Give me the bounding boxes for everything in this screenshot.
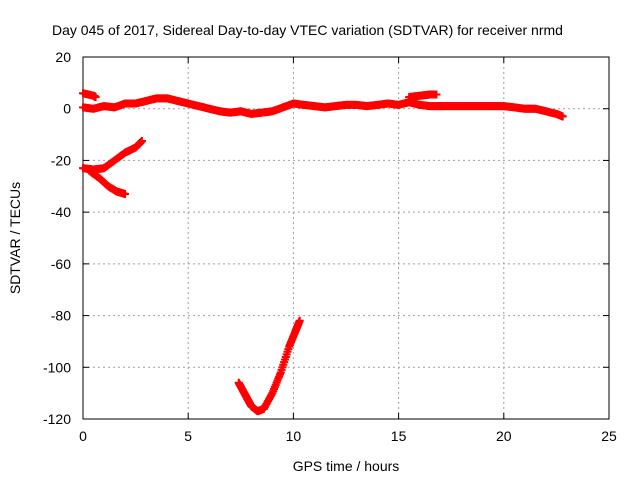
y-tick-label: 20 [55, 49, 71, 65]
series-late-high [405, 90, 441, 102]
y-tick-label: -40 [51, 204, 71, 220]
data-point [137, 137, 146, 146]
plot-frame [82, 56, 610, 420]
x-tick-label: 5 [184, 428, 192, 444]
series-trail-up [79, 137, 146, 174]
x-tick-label: 20 [496, 428, 512, 444]
x-tick-label: 25 [601, 428, 617, 444]
series-main-track [79, 94, 567, 121]
x-tick-label: 0 [79, 428, 87, 444]
x-axis-label: GPS time / hours [293, 458, 400, 474]
data-point [295, 316, 304, 325]
y-tick-label: -80 [51, 308, 71, 324]
x-tick-label: 15 [391, 428, 407, 444]
y-axis-label: SDTVAR / TECUs [7, 182, 23, 294]
series-start-high [79, 89, 100, 102]
data-point [558, 112, 567, 121]
data-point [91, 93, 100, 102]
data-point [121, 190, 130, 199]
series-deep-dip [234, 316, 304, 416]
y-tick-label: -60 [51, 256, 71, 272]
data-points [79, 89, 567, 416]
y-tick-label: -120 [43, 411, 71, 427]
grid-lines [83, 57, 609, 419]
y-tick-label: -100 [43, 359, 71, 375]
chart-title: Day 045 of 2017, Sidereal Day-to-day VTE… [52, 22, 563, 38]
data-point [432, 90, 441, 99]
series-trail-down [85, 166, 130, 199]
y-tick-label: -20 [51, 152, 71, 168]
x-tick-label: 10 [286, 428, 302, 444]
y-tick-label: 0 [63, 101, 71, 117]
axis-ticks: 0 5 10 15 20 25 20 0 -20 -40 -60 -80 -100 -120 [43, 49, 617, 444]
